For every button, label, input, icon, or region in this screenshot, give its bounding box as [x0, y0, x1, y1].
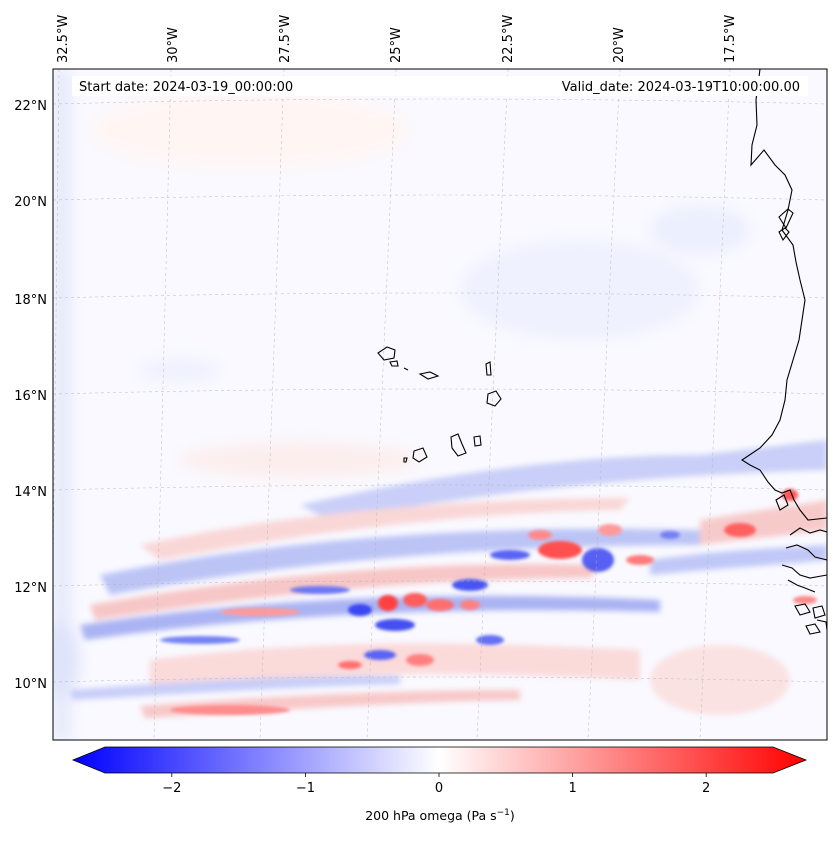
- start-date: Start date: 2024-03-19_00:00:00: [79, 80, 293, 95]
- lon-label: 22.5°W: [501, 15, 516, 63]
- longitude-labels: 32.5°W 30°W 27.5°W 25°W 22.5°W 20°W 17.5…: [56, 15, 738, 63]
- colorbar-body: [71, 746, 808, 774]
- lat-label: 10°N: [14, 677, 47, 692]
- lon-label: 32.5°W: [56, 15, 71, 63]
- colorbar-tick-label: −1: [296, 781, 315, 796]
- colorbar-tick-label: 1: [568, 781, 576, 796]
- african-coastline: [740, 69, 827, 635]
- lon-label: 17.5°W: [723, 15, 738, 63]
- lon-label: 25°W: [389, 27, 404, 63]
- colorbar-tick-label: 0: [435, 781, 443, 796]
- map-field: [53, 69, 827, 740]
- lat-label: 20°N: [14, 195, 47, 210]
- colorbar: −2 −1 0 1 2 200 hPa omega (Pa s−1): [71, 746, 808, 823]
- colorbar-label: 200 hPa omega (Pa s−1): [365, 808, 515, 823]
- lat-label: 18°N: [14, 293, 47, 308]
- latitude-labels: 22°N 20°N 18°N 16°N 14°N 12°N 10°N: [14, 99, 47, 692]
- cape-verde-islands: [377, 346, 502, 463]
- header-box: [72, 76, 808, 96]
- lat-label: 14°N: [14, 485, 47, 500]
- map-frame: [52, 68, 828, 741]
- gridlines: [53, 69, 827, 740]
- lat-label: 12°N: [14, 581, 47, 596]
- lon-label: 30°W: [166, 27, 181, 63]
- convective-cells: [160, 489, 817, 715]
- colorbar-tick-label: 2: [702, 781, 710, 796]
- lat-label: 22°N: [14, 99, 47, 114]
- colorbar-ticks: −2 −1 0 1 2: [162, 773, 710, 796]
- valid-date: Valid_date: 2024-03-19T10:00:00.00: [562, 80, 800, 95]
- lat-label: 16°N: [14, 389, 47, 404]
- lon-label: 27.5°W: [278, 15, 293, 63]
- lon-label: 20°W: [612, 27, 627, 63]
- background-field: [53, 69, 750, 740]
- colorbar-tick-label: −2: [162, 781, 181, 796]
